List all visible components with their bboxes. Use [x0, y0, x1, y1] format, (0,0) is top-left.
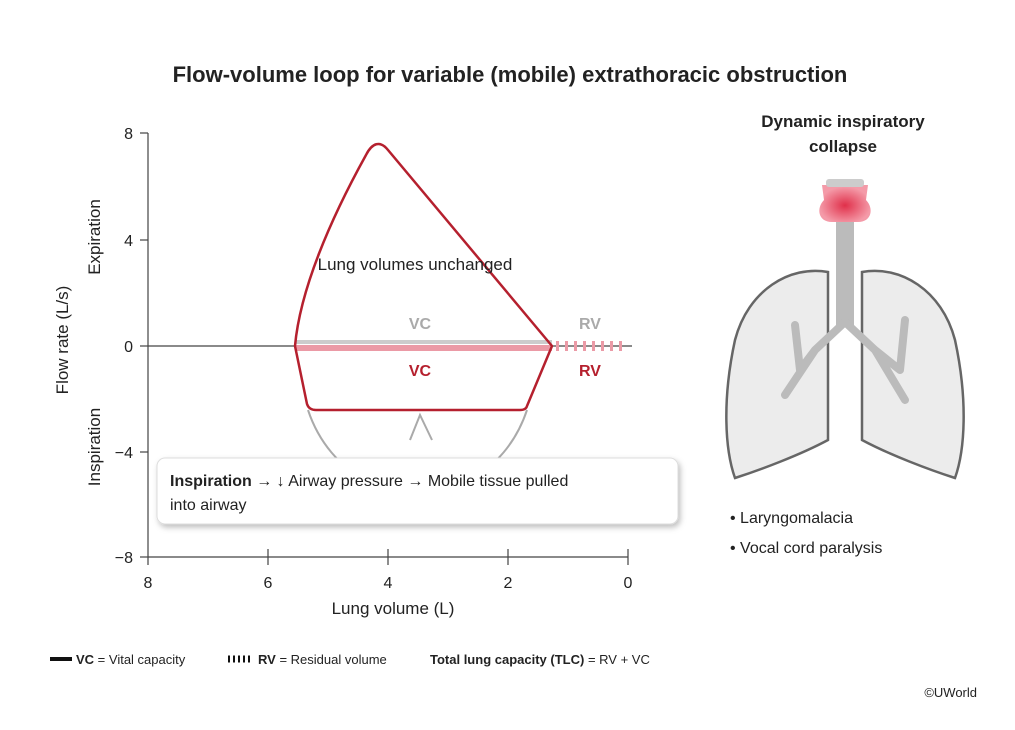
x-tick-label: 4	[384, 575, 393, 592]
callout-bold: Inspiration	[170, 473, 252, 490]
callout-line: → ↓ Airway pressure → Mobile tissue pull…	[252, 473, 569, 490]
annotation: Lung volumes unchanged	[318, 255, 513, 274]
y-ticks: 8 4 0 −4 −8	[115, 126, 133, 567]
title: Flow-volume loop for variable (mobile) e…	[173, 62, 848, 87]
vc-normal-label: VC	[409, 316, 432, 333]
y-tick-label: −4	[115, 445, 133, 462]
y-tick-label: −8	[115, 550, 133, 567]
legend-text: = Residual volume	[276, 652, 387, 667]
x-tick-label: 6	[264, 575, 273, 592]
lungs	[725, 179, 965, 480]
legend-item: RV = Residual volume	[258, 652, 387, 667]
y-tick-label: 8	[124, 126, 133, 143]
rv-label: RV	[579, 363, 601, 380]
legend-item: Total lung capacity (TLC) = RV + VC	[430, 652, 650, 667]
legend-text: = Vital capacity	[94, 652, 186, 667]
x-tick-label: 2	[504, 575, 513, 592]
region-label: Expiration	[85, 199, 104, 275]
callout-box	[156, 457, 679, 525]
illustration-title: collapse	[809, 137, 877, 156]
callout-text: Inspiration → ↓ Airway pressure → Mobile…	[170, 473, 568, 490]
x-ticks: 8 6 4 2 0	[144, 575, 633, 592]
x-axis-label: Lung volume (L)	[332, 599, 455, 618]
illustration-title: Dynamic inspiratory	[761, 112, 925, 131]
region-label: Inspiration	[85, 408, 104, 486]
vc-label: VC	[409, 363, 432, 380]
bullet: • Laryngomalacia	[730, 510, 853, 527]
callout-line: into airway	[170, 497, 246, 514]
y-axis-label: Flow rate (L/s)	[53, 286, 72, 395]
legend-key: RV	[258, 652, 276, 667]
legend-text: = RV + VC	[584, 652, 650, 667]
bullet-text: Vocal cord paralysis	[740, 540, 882, 557]
x-tick-label: 0	[624, 575, 633, 592]
bullet-text: Laryngomalacia	[740, 510, 853, 527]
legend-key: VC	[76, 652, 95, 667]
flow-volume-loop	[293, 142, 554, 412]
legend-key: Total lung capacity (TLC)	[430, 652, 584, 667]
y-tick-label: 0	[124, 339, 133, 356]
y-tick-label: 4	[124, 233, 133, 250]
legend-item: VC = Vital capacity	[76, 652, 186, 667]
rv-normal-label: RV	[579, 316, 601, 333]
credit: ©UWorld	[924, 685, 977, 700]
bullet: • Vocal cord paralysis	[730, 540, 882, 557]
x-tick-label: 8	[144, 575, 153, 592]
